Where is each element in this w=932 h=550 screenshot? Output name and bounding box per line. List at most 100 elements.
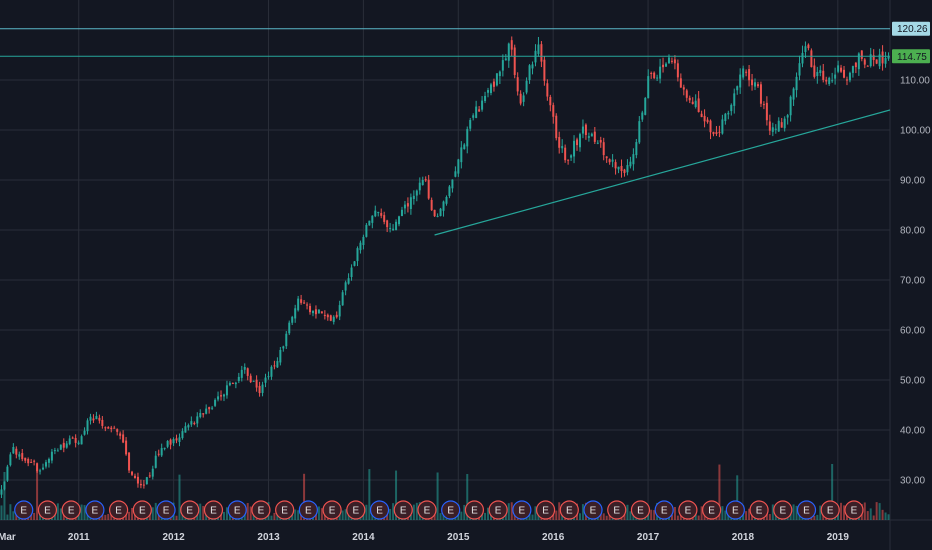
earnings-marker-label: E: [590, 506, 597, 517]
candle-body: [418, 182, 421, 191]
earnings-marker-icon[interactable]: [773, 500, 793, 520]
candle-body: [840, 67, 843, 72]
candle-body: [801, 52, 804, 64]
candle-body: [570, 155, 573, 158]
candle-body: [789, 96, 792, 116]
candle-body: [700, 113, 703, 118]
earnings-marker-icon[interactable]: [796, 500, 817, 520]
volume-bar: [718, 464, 721, 520]
candle-body: [172, 439, 175, 444]
earnings-marker-icon[interactable]: [393, 500, 413, 520]
candle-body: [160, 448, 163, 456]
earnings-marker-icon[interactable]: [85, 500, 105, 520]
earnings-marker-icon[interactable]: [156, 500, 176, 520]
earnings-marker-icon[interactable]: [702, 500, 722, 520]
earnings-marker-icon[interactable]: [535, 500, 556, 520]
candle-body: [475, 106, 478, 118]
earnings-marker-icon[interactable]: [725, 500, 745, 520]
candle-body: [611, 159, 614, 162]
earnings-marker-label: E: [424, 506, 431, 517]
candle-body: [86, 420, 89, 432]
volume-bar: [225, 507, 228, 520]
candle-body: [273, 365, 276, 367]
earnings-marker-icon[interactable]: [583, 500, 603, 520]
y-tick-label: 100.00: [900, 126, 931, 137]
earnings-marker-icon[interactable]: [464, 500, 485, 520]
candle-body: [608, 159, 611, 163]
earnings-marker-icon[interactable]: [630, 500, 651, 520]
candle-body: [670, 60, 673, 62]
y-tick-label: 50.00: [900, 376, 925, 387]
candle-body: [309, 306, 312, 313]
candle-body: [774, 128, 777, 130]
earnings-marker-icon[interactable]: [441, 500, 461, 520]
volume-bar: [878, 503, 881, 520]
candle-body: [33, 460, 36, 462]
earnings-marker-icon[interactable]: [322, 500, 342, 520]
earnings-marker-icon[interactable]: [820, 500, 840, 520]
candle-body: [783, 118, 786, 129]
candle-body: [445, 196, 448, 204]
earnings-marker-label: E: [827, 506, 834, 517]
volume-bar: [884, 512, 887, 520]
candle-body: [777, 120, 780, 132]
earnings-marker-label: E: [400, 506, 407, 517]
candle-body: [593, 131, 596, 142]
volume-bar: [608, 514, 611, 520]
candle-body: [691, 101, 694, 105]
earnings-marker-icon[interactable]: [654, 500, 674, 520]
candle-body: [673, 59, 676, 64]
candle-body: [424, 179, 427, 181]
earnings-marker-icon[interactable]: [678, 500, 698, 520]
earnings-marker-icon[interactable]: [251, 500, 271, 520]
candle-body: [875, 59, 878, 64]
earnings-marker-icon[interactable]: [37, 500, 58, 520]
candle-body: [116, 429, 119, 432]
earnings-marker-icon[interactable]: [488, 500, 508, 520]
candle-body: [24, 457, 27, 461]
volume-bar: [863, 502, 866, 520]
earnings-marker-icon[interactable]: [227, 500, 247, 520]
earnings-marker-icon[interactable]: [369, 500, 390, 520]
earnings-marker-icon[interactable]: [844, 500, 864, 520]
earnings-marker-icon[interactable]: [132, 500, 152, 520]
candle-body: [42, 467, 45, 470]
earnings-marker-label: E: [779, 506, 786, 517]
earnings-marker-icon[interactable]: [109, 500, 129, 520]
earnings-marker-icon[interactable]: [346, 500, 366, 520]
candle-body: [599, 140, 602, 143]
earnings-marker-icon[interactable]: [559, 500, 579, 520]
price-axis: 30.00 40.00 50.00 60.00 70.00 80.00 90.00 100.0…: [900, 76, 931, 487]
candle-body: [332, 316, 335, 322]
candle-body: [237, 376, 240, 381]
candle-body: [718, 131, 721, 133]
candle-body: [439, 208, 442, 216]
candle-body: [89, 416, 92, 421]
candle-body: [620, 165, 623, 172]
earnings-marker-icon[interactable]: [607, 500, 627, 520]
candle-body: [492, 81, 495, 87]
candle-body: [682, 87, 685, 90]
earnings-marker-icon[interactable]: [749, 500, 769, 520]
candle-body: [448, 186, 451, 197]
earnings-marker-icon[interactable]: [417, 500, 437, 520]
candle-body: [837, 65, 840, 72]
volume-bar: [700, 506, 703, 520]
candle-body: [857, 53, 860, 70]
x-tick-label: 2016: [542, 532, 565, 543]
earnings-marker-icon[interactable]: [61, 500, 81, 520]
volume-bar: [795, 505, 798, 520]
earnings-marker-icon[interactable]: [512, 500, 532, 520]
volume-bar: [202, 505, 205, 520]
earnings-marker-icon[interactable]: [203, 500, 224, 520]
earnings-marker-icon[interactable]: [14, 500, 34, 520]
earnings-marker-icon[interactable]: [298, 500, 318, 520]
candle-body: [211, 407, 214, 409]
trendline-layer: [434, 109, 891, 236]
earnings-marker-icon[interactable]: [180, 500, 200, 520]
time-axis: 2011 2012 2013 2014 2015 2016 2017 2018 2019 Mar: [0, 532, 849, 543]
volume-bar: [840, 502, 843, 520]
earnings-marker-icon[interactable]: [275, 500, 295, 520]
